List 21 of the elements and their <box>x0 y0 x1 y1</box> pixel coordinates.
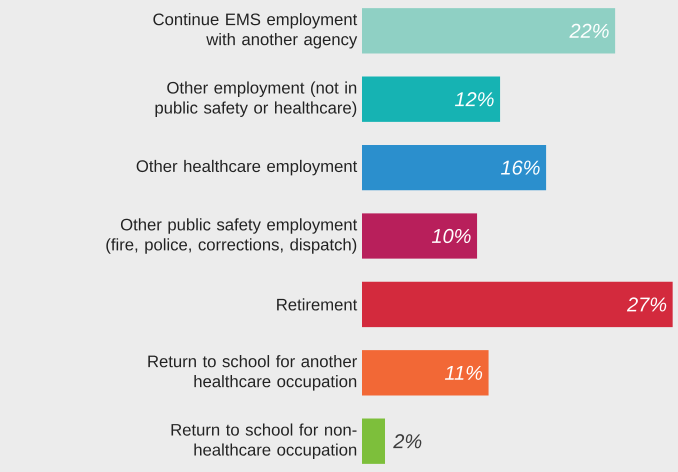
data-label: 22% <box>569 24 609 38</box>
y-tick-label: Retirement <box>277 298 358 311</box>
y-tick-label: Other public safety employment (fire, police, corrections, dispatch) <box>106 218 358 254</box>
bar <box>362 8 616 54</box>
y-tick-label: Other healthcare employment <box>136 160 358 176</box>
bar <box>362 213 478 259</box>
data-label: 27% <box>626 297 666 312</box>
bar <box>362 350 489 396</box>
y-tick-label: Other employment (not in public safety or healthcare) <box>155 81 356 117</box>
bar <box>362 144 546 190</box>
data-label: 11% <box>444 366 482 380</box>
bar <box>362 76 500 122</box>
y-tick-label: Continue EMS employment with another agency <box>153 13 358 49</box>
data-label: 2% <box>393 434 422 448</box>
y-tick-label: Return to school for non-healthcare occupation <box>172 423 357 459</box>
bar <box>362 418 386 464</box>
y-tick-label: Return to school for another healthcare occupation <box>148 355 357 391</box>
data-label: 10% <box>432 228 471 244</box>
data-label: 16% <box>500 160 540 175</box>
bar <box>362 282 673 328</box>
data-label: 12% <box>454 92 494 106</box>
